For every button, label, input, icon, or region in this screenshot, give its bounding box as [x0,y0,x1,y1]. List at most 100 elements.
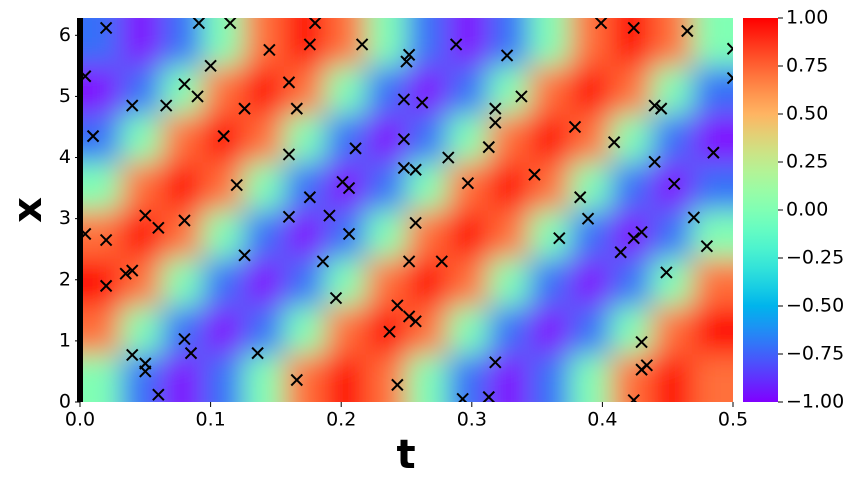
heat-cell [324,66,367,115]
heat-cell [528,18,571,67]
marker [635,225,648,239]
x-tick-label: 0.2 [326,409,356,431]
heat-cell [692,162,733,211]
marker [303,38,317,51]
marker [648,155,661,169]
heat-cell [528,306,571,355]
marker [409,163,422,176]
heat-cell [161,162,203,211]
marker [515,90,528,103]
heat-cell [406,18,448,67]
marker [217,129,230,143]
marker [402,48,416,62]
marker [482,390,495,402]
marker [627,393,640,402]
heat-cell [406,162,448,211]
heat-cell [365,66,407,115]
marker [342,181,356,195]
marker [282,76,296,89]
marker [251,346,264,360]
marker [435,255,448,268]
marker [223,18,237,30]
heat-cell [161,114,203,163]
marker [290,373,304,387]
marker [329,291,343,305]
heat-cell [284,306,326,355]
marker [192,18,206,30]
marker [139,209,152,222]
heat-cell [161,18,203,67]
marker [152,388,165,401]
marker [184,346,198,360]
heat-cell [610,162,652,211]
heat-cell [243,162,285,211]
x-tick-label: 0.5 [718,409,748,431]
heat-cell [202,210,244,259]
heat-cell [161,306,203,355]
marker [238,102,251,115]
heat-cell [447,210,489,259]
heat-cell [488,306,530,355]
marker [397,161,411,175]
y-tick-label: 0 [59,391,71,413]
heat-cell [488,258,530,307]
heat-cell [651,210,693,259]
marker [553,231,566,245]
marker [726,71,733,85]
heat-cell [243,114,285,163]
heat-cell [202,306,244,355]
heat-cell [569,162,612,211]
marker [654,102,668,115]
colorbar-tick-label: 0.25 [786,151,828,173]
heat-cell [569,210,612,259]
heat-cell [651,354,693,402]
heat-cell [365,306,407,355]
marker [726,42,733,55]
heat-cell [406,306,448,355]
marker [627,231,640,245]
heat-cell [365,114,407,163]
heat-cell [528,66,571,115]
heat-cell [80,258,122,307]
heat-cell [365,354,407,402]
heat-cell [569,114,612,163]
heat-cell [569,18,612,67]
marker [568,120,582,134]
marker [402,255,416,268]
heat-cell [324,354,367,402]
heat-cell [692,18,733,67]
heat-cell [610,18,652,67]
heat-cell [488,210,530,259]
colorbar-tick-label: 0.75 [786,55,828,77]
heat-cell [651,18,693,67]
heat-cell [610,354,652,402]
heat-cell [692,258,733,307]
y-axis-label: x [5,197,51,223]
y-tick-label: 5 [59,85,71,107]
heat-cell [202,18,244,67]
y-tick-label: 6 [59,24,71,46]
heat-cell [569,306,612,355]
marker [482,140,495,154]
marker [500,49,514,62]
marker [640,359,654,372]
marker [290,102,304,115]
marker [126,348,139,362]
marker [415,96,429,109]
heat-cell [161,258,203,307]
heat-cell [161,66,203,115]
heat-cell [692,306,733,355]
marker [86,129,100,143]
marker [397,93,411,106]
heat-cell [243,306,285,355]
heat-cell [365,210,407,259]
heat-cell [80,114,122,163]
heat-cell [243,258,285,307]
marker [409,315,422,328]
heat-cell [120,66,163,115]
marker [489,356,502,369]
heat-cell [651,258,693,307]
heat-cell [365,258,407,307]
y-tick-label: 4 [59,146,71,168]
marker [342,227,356,241]
